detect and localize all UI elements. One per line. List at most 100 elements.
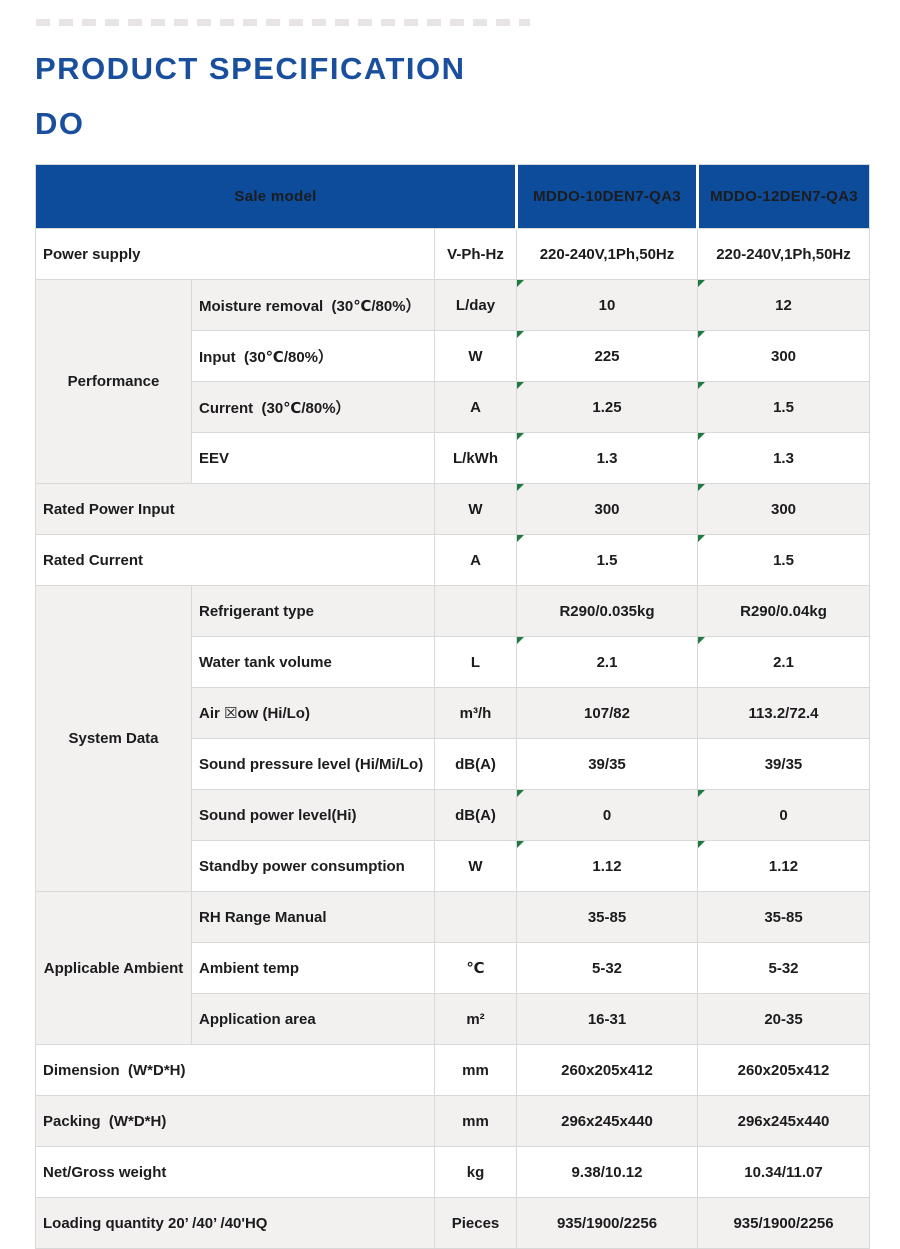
table-row: Net/Gross weight kg 9.38/10.12 10.34/11.07 [35,1146,870,1198]
value-cell: 260x205x412 [697,1044,870,1096]
row-label: Sound pressure level (Hi/Mi/Lo) [191,738,435,790]
value-cell: 20-35 [697,993,870,1045]
green-corner-flag-icon [517,280,524,287]
value-cell: 1.5 [697,381,870,433]
green-corner-flag-icon [517,535,524,542]
green-corner-flag-icon [698,637,705,644]
green-corner-flag-icon [517,637,524,644]
value-cell: 1.5 [516,534,698,586]
table-row: EEV L/kWh 1.3 1.3 [36,432,870,484]
value-cell: 2.1 [697,636,870,688]
green-corner-flag-icon [698,433,705,440]
table-row: Air ☒ow (Hi/Lo) m³/h 107/82 113.2/72.4 [36,687,870,739]
green-corner-flag-icon [698,841,705,848]
row-label: Refrigerant type [191,585,435,637]
row-label: Packing (W*D*H) [35,1095,435,1147]
value-cell: 9.38/10.12 [516,1146,698,1198]
value-cell: 35-85 [697,891,870,943]
value-cell: 260x205x412 [516,1044,698,1096]
unit-cell: Pieces [434,1197,517,1249]
row-label: Application area [191,993,435,1045]
value-cell: 39/35 [516,738,698,790]
value-cell: 220-240V,1Ph,50Hz [516,228,698,280]
green-corner-flag-icon [517,433,524,440]
unit-cell: kg [434,1146,517,1198]
row-label: Air ☒ow (Hi/Lo) [191,687,435,739]
unit-cell: W [434,840,517,892]
value-cell: 35-85 [516,891,698,943]
value-cell: 935/1900/2256 [516,1197,698,1249]
unit-cell: m³/h [434,687,517,739]
green-corner-flag-icon [517,484,524,491]
value-cell: 2.1 [516,636,698,688]
table-row: Power supply V-Ph-Hz 220-240V,1Ph,50Hz 220-… [35,228,870,280]
row-label: Input (30℃/80%） [191,330,435,382]
value-cell: 107/82 [516,687,698,739]
page-title-line-2: DO [35,106,85,141]
green-corner-flag-icon [698,535,705,542]
row-label: RH Range Manual [191,891,435,943]
unit-cell: ℃ [434,942,517,994]
page-title-line-1: PRODUCT SPECIFICATION [35,51,466,86]
value-cell: 296x245x440 [697,1095,870,1147]
green-corner-flag-icon [698,484,705,491]
green-corner-flag-icon [698,382,705,389]
value-cell: 300 [516,483,698,535]
row-label: Sound power level(Hi) [191,789,435,841]
table-row: Packing (W*D*H) mm 296x245x440 296x245x440 [35,1095,870,1147]
table-row: Rated Power Input W 300 300 [35,483,870,535]
green-corner-flag-icon [517,790,524,797]
row-label: Rated Current [35,534,435,586]
value-cell: 0 [697,789,870,841]
value-cell: 39/35 [697,738,870,790]
table-row: Sound power level(Hi) dB(A) 0 0 [36,789,870,841]
row-label: Water tank volume [191,636,435,688]
table-row: Input (30℃/80%） W 225 300 [36,330,870,382]
unit-cell: A [434,534,517,586]
category-cell: Applicable Ambient [35,891,192,1045]
value-cell: 0 [516,789,698,841]
row-label: Loading quantity 20’ /40’ /40'HQ [35,1197,435,1249]
green-corner-flag-icon [517,382,524,389]
value-cell: 1.5 [697,534,870,586]
value-cell: 1.3 [697,432,870,484]
table-row: Standby power consumption W 1.12 1.12 [36,840,870,892]
green-corner-flag-icon [698,331,705,338]
value-cell: 10 [516,279,698,331]
unit-cell: dB(A) [434,789,517,841]
row-label: Net/Gross weight [35,1146,435,1198]
unit-cell: dB(A) [434,738,517,790]
table-row: Water tank volume L 2.1 2.1 [36,636,870,688]
row-label: Moisture removal (30℃/80%） [191,279,435,331]
unit-cell: m² [434,993,517,1045]
row-label: Rated Power Input [35,483,435,535]
green-corner-flag-icon [698,790,705,797]
unit-cell [434,585,517,637]
value-cell: 113.2/72.4 [697,687,870,739]
unit-cell: L [434,636,517,688]
unit-cell: L/kWh [434,432,517,484]
table-header-row: Sale model MDDO-10DEN7-QA3 MDDO-12DEN7-Q… [35,164,870,229]
value-cell: R290/0.035kg [516,585,698,637]
green-corner-flag-icon [517,331,524,338]
unit-cell: W [434,330,517,382]
table-row: Application area m² 16-31 20-35 [36,993,870,1045]
value-cell: R290/0.04kg [697,585,870,637]
unit-cell: L/day [434,279,517,331]
table-row: Current (30℃/80%） A 1.25 1.5 [36,381,870,433]
row-label: Dimension (W*D*H) [35,1044,435,1096]
page-title: PRODUCT SPECIFICATION DO [35,41,466,151]
unit-cell [434,891,517,943]
table-row: System Data Refrigerant type R290/0.035kg R… [35,585,870,892]
table-row: Sound pressure level (Hi/Mi/Lo) dB(A) 39/3… [36,738,870,790]
category-cell: Performance [35,279,192,484]
unit-cell: mm [434,1044,517,1096]
unit-cell: W [434,483,517,535]
table-row: Applicable Ambient RH Range Manual 35-85 35… [35,891,870,1045]
value-cell: 300 [697,330,870,382]
unit-cell: A [434,381,517,433]
spec-table: Sale model MDDO-10DEN7-QA3 MDDO-12DEN7-Q… [35,164,870,1249]
header-model-2: MDDO-12DEN7-QA3 [696,164,870,229]
table-row: Dimension (W*D*H) mm 260x205x412 260x205x41… [35,1044,870,1096]
row-label: Power supply [35,228,435,280]
